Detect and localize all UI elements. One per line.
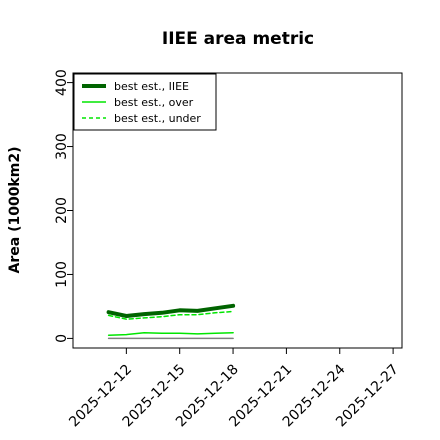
series-line-0 [106,303,236,318]
series-line-2 [107,310,234,320]
y-tick-label: 100 [54,261,70,288]
chart-title: IIEE area metric [162,29,314,49]
y-tick-label: 400 [54,69,70,96]
series-line-1 [107,331,234,336]
legend-label: best est., over [114,96,194,109]
legend-label: best est., IIEE [114,80,189,93]
x-axis: 2025-12-122025-12-152025-12-182025-12-21… [66,348,402,430]
y-axis: 0 100 200 300 400 [54,69,73,343]
y-tick-label: 300 [54,133,70,160]
y-tick-label: 0 [54,334,70,343]
y-tick-label: 200 [54,197,70,224]
y-axis-label: Area (1000km2) [7,147,23,274]
legend-label: best est., under [114,112,201,125]
series-group [106,303,236,340]
legend: best est., IIEE best est., over best est.,… [73,73,217,131]
